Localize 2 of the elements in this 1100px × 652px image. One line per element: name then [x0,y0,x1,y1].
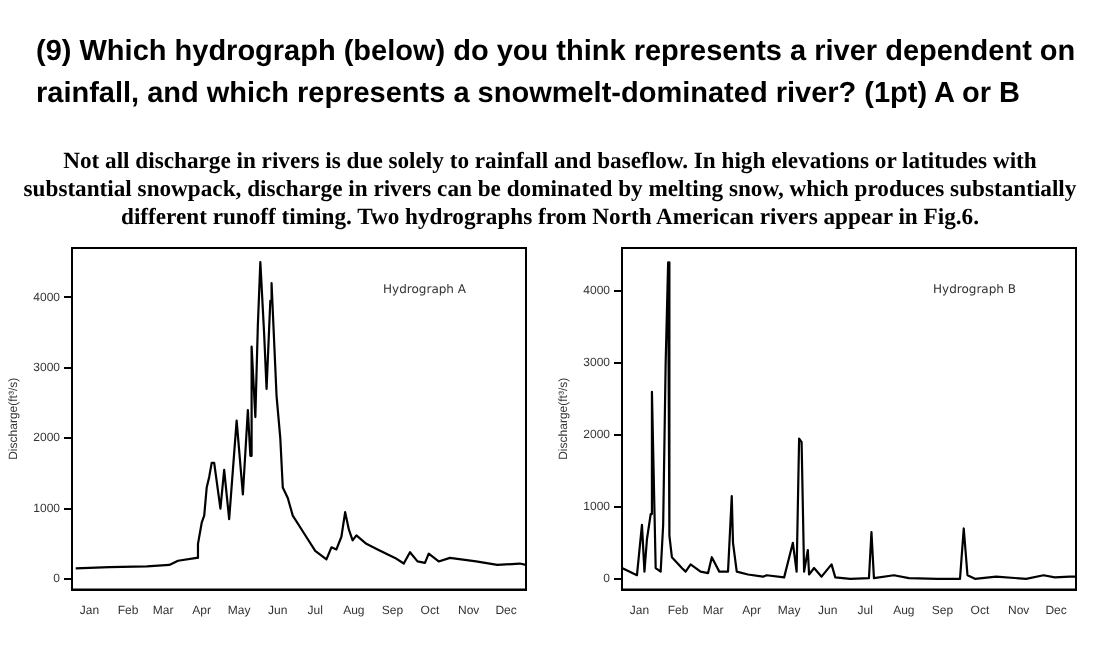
chart-subtitle: Not all discharge in rivers is due solely to rainfall and baseflow. In high elevations or latitudes with substantial snowpack, discharge in rivers can be dominated by melting snow, which produces substantially different runoff timing. Two hydrographs from North American rivers appear in Fig.6. [21,148,1079,232]
chart-title: (9) Which hydrograph (below) do you think represents a river dependent on rainfall, and which represents a snowmelt-dominated river? (1pt) A or B [36,34,1076,114]
